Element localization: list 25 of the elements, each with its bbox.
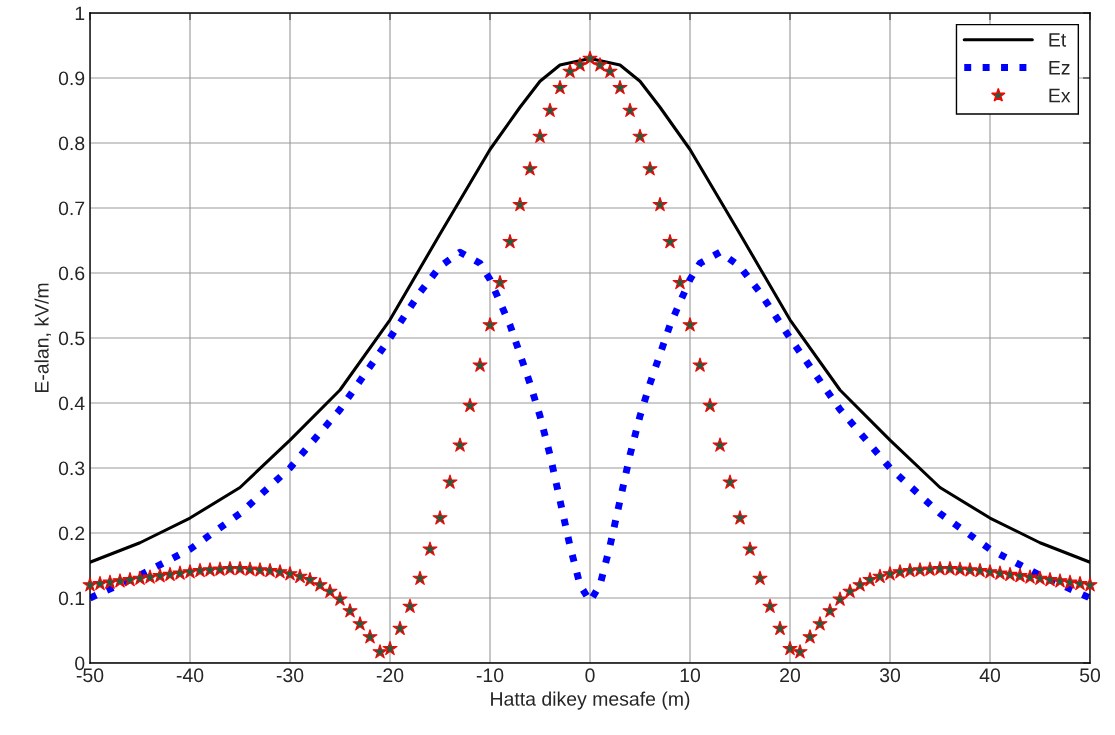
y-tick-label: 0.7 [58, 201, 85, 216]
x-tick-label: 50 [1079, 668, 1101, 683]
legend-label: Ez [1049, 61, 1070, 75]
legend-label: Et [1049, 33, 1067, 47]
x-tick-label: -40 [176, 668, 204, 683]
y-tick-label: 0.1 [58, 591, 85, 606]
x-tick-label: 30 [879, 668, 901, 683]
x-axis-title: Hatta dikey mesafe (m) [491, 691, 690, 710]
x-tick-label: 40 [979, 668, 1001, 683]
y-tick-label: 0.5 [58, 331, 85, 346]
y-tick-label: 0.8 [58, 136, 85, 151]
y-tick-label: 1 [75, 6, 85, 21]
x-tick-label: 0 [585, 668, 595, 683]
x-tick-label: 20 [780, 668, 801, 683]
y-tick-label: 0.2 [58, 526, 85, 541]
x-tick-label: 10 [680, 668, 701, 683]
x-tick-label: -20 [376, 668, 404, 683]
y-axis-title: E-alan, kV/m [34, 283, 52, 393]
x-tick-label: -30 [276, 668, 304, 683]
x-tick-label: -10 [476, 668, 504, 683]
y-tick-label: 0.9 [58, 71, 85, 86]
y-tick-label: 0.4 [58, 396, 85, 411]
y-tick-label: 0.3 [58, 461, 85, 476]
legend-label: Ex [1049, 88, 1071, 103]
y-tick-label: 0.6 [58, 266, 85, 281]
